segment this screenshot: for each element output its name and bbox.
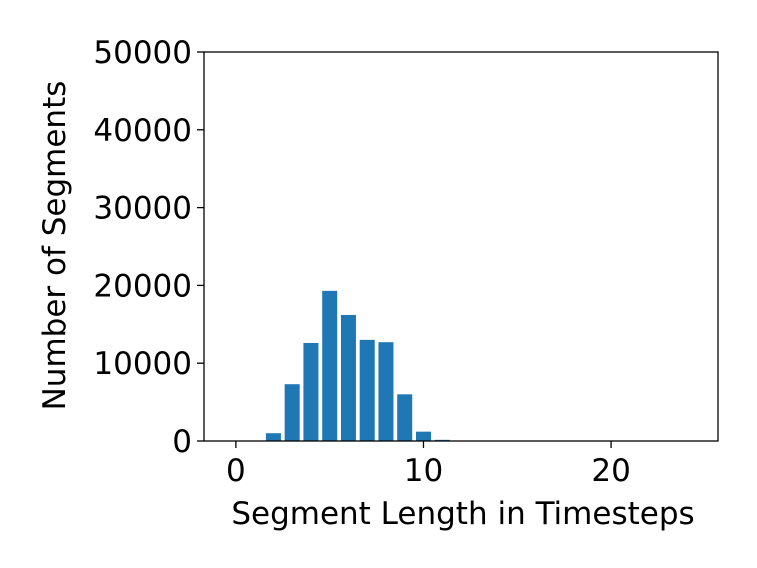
y-tick-label: 30000	[93, 191, 192, 227]
x-tick-label: 20	[591, 453, 630, 489]
bar-8	[378, 342, 394, 441]
bar-7	[359, 339, 375, 441]
x-tick-label: 0	[226, 453, 246, 489]
bar-3	[284, 384, 300, 441]
x-tick-label: 10	[404, 453, 443, 489]
y-tick-label: 10000	[93, 346, 192, 382]
y-axis-label: Number of Segments	[37, 81, 73, 411]
bar-6	[340, 314, 356, 441]
y-tick-label: 0	[172, 424, 192, 460]
bar-9	[397, 394, 413, 441]
bar-5	[322, 290, 338, 441]
x-axis-label: Segment Length in Timesteps	[231, 496, 694, 532]
x-axis-ticks: 0 10 20	[226, 441, 631, 489]
y-axis-ticks: 0 10000 20000 30000 40000 50000	[93, 35, 204, 460]
y-tick-label: 50000	[93, 35, 192, 71]
bar-2	[265, 433, 281, 441]
plot-frame	[203, 51, 719, 442]
bars-group	[265, 290, 469, 441]
y-tick-label: 40000	[93, 113, 192, 149]
bar-4	[303, 342, 319, 441]
bar-10	[415, 431, 431, 441]
y-tick-label: 20000	[93, 268, 192, 304]
